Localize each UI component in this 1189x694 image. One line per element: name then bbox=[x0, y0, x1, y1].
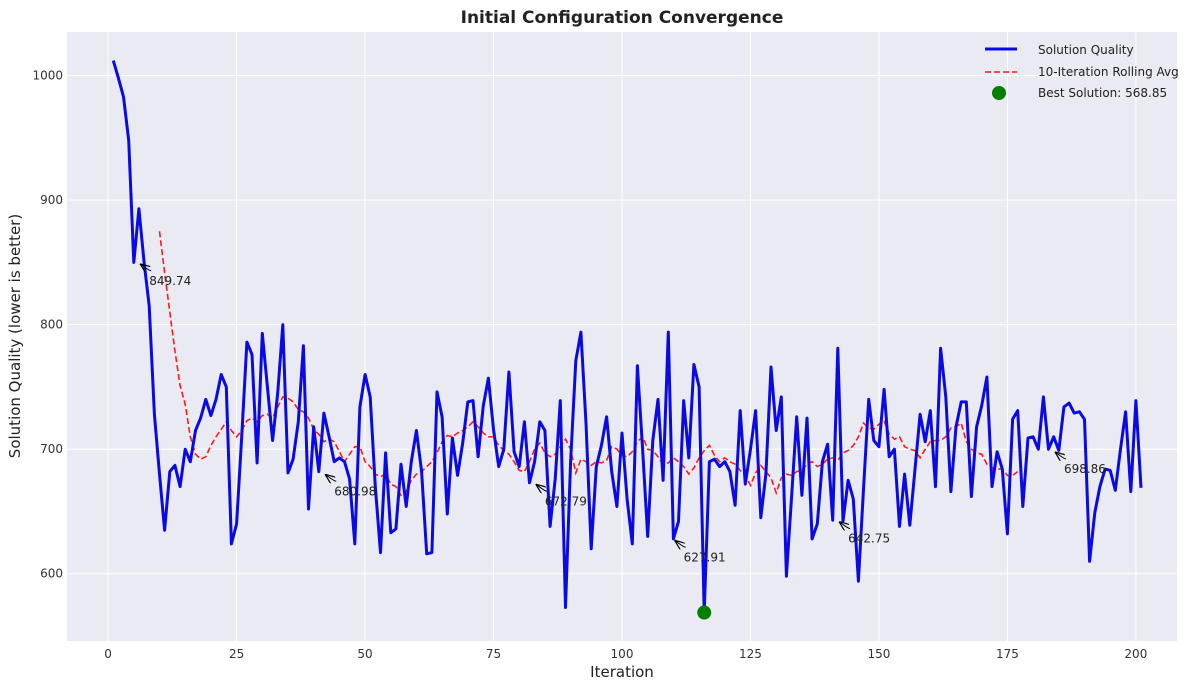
x-tick-label: 75 bbox=[486, 647, 501, 661]
legend-solution-label: Solution Quality bbox=[1038, 43, 1134, 57]
annotations: 849.74 680.98 672.79 627.91 642.75 698.86 bbox=[141, 264, 1106, 564]
x-tick-label: 50 bbox=[357, 647, 372, 661]
annotation-label: 672.79 bbox=[545, 494, 587, 508]
annotation-label: 698.86 bbox=[1064, 462, 1106, 476]
x-tick-label: 150 bbox=[867, 647, 890, 661]
annotation-label: 642.75 bbox=[848, 532, 890, 546]
annotation-label: 680.98 bbox=[334, 484, 376, 498]
annotation-arrow bbox=[1056, 453, 1067, 459]
legend-best-label: Best Solution: 568.85 bbox=[1038, 86, 1167, 100]
solution-quality-line bbox=[111, 60, 1143, 614]
y-tick-label: 1000 bbox=[32, 69, 63, 83]
x-tick-label: 100 bbox=[611, 647, 634, 661]
legend-best-marker bbox=[992, 86, 1006, 100]
annotation-label: 849.74 bbox=[149, 274, 191, 288]
annotation-arrow bbox=[537, 485, 548, 492]
x-tick-label: 25 bbox=[229, 647, 244, 661]
y-tick-label: 900 bbox=[40, 193, 63, 207]
x-tick-label: 200 bbox=[1124, 647, 1147, 661]
x-tick-label: 175 bbox=[996, 647, 1019, 661]
best-solution-point bbox=[697, 605, 712, 620]
legend-rolling-label: 10-Iteration Rolling Avg bbox=[1038, 65, 1179, 79]
x-axis-label: Iteration bbox=[590, 663, 654, 681]
x-tick-labels: 0 25 50 75 100 125 150 175 200 bbox=[104, 647, 1147, 661]
annotation-arrow bbox=[675, 541, 686, 547]
annotation-arrow bbox=[840, 522, 851, 528]
rolling-average-line bbox=[158, 231, 1019, 497]
y-tick-label: 600 bbox=[40, 567, 63, 581]
chart-title: Initial Configuration Convergence bbox=[461, 8, 784, 28]
annotation-label: 627.91 bbox=[684, 550, 726, 564]
annotation-arrow bbox=[141, 264, 152, 270]
y-tick-label: 800 bbox=[40, 318, 63, 332]
annotation-arrow bbox=[326, 475, 337, 481]
x-tick-label: 0 bbox=[104, 647, 112, 661]
y-axis-label: Solution Quality (lower is better) bbox=[6, 214, 24, 458]
y-tick-labels: 600 700 800 900 1000 bbox=[32, 69, 63, 581]
legend: Solution Quality 10-Iteration Rolling Av… bbox=[985, 43, 1179, 100]
y-tick-label: 700 bbox=[40, 442, 63, 456]
x-tick-label: 125 bbox=[739, 647, 762, 661]
